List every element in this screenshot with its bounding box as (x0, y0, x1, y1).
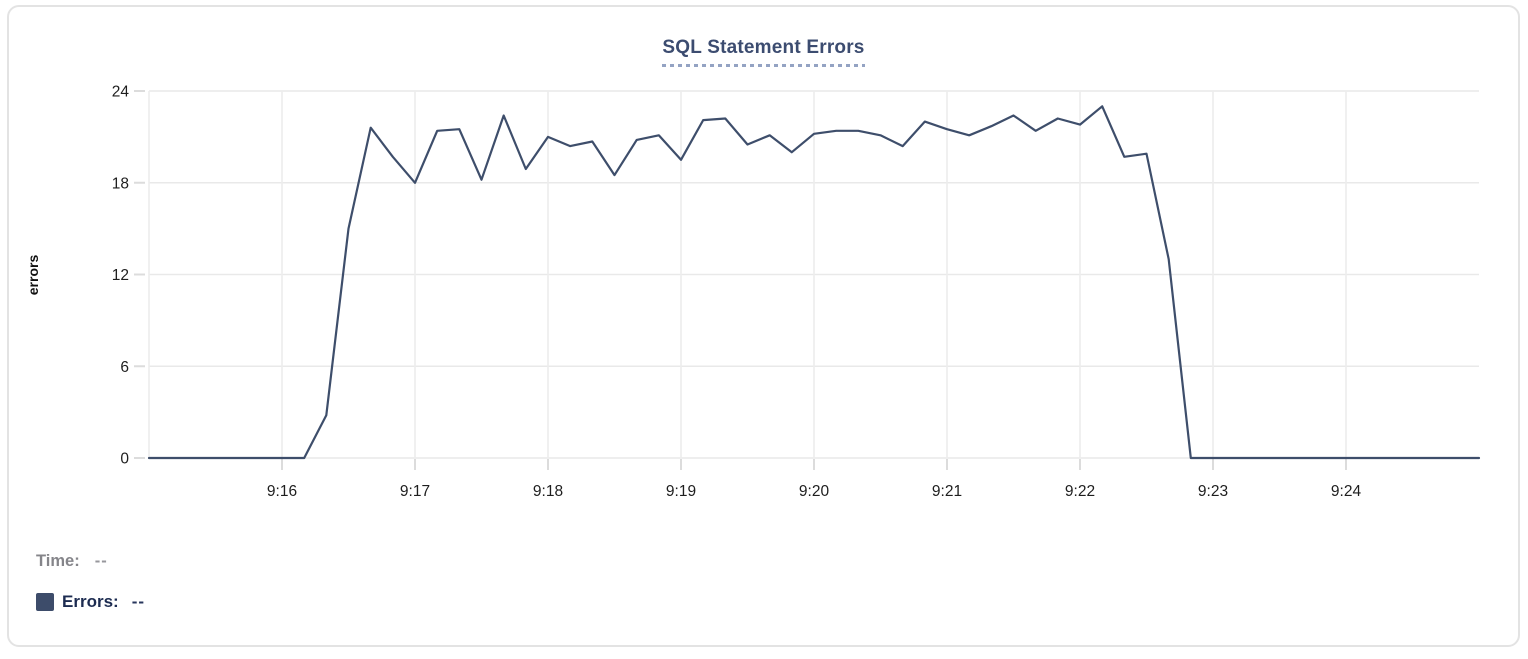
legend-time-value: -- (94, 551, 108, 570)
svg-text:0: 0 (120, 451, 129, 468)
legend-time-row: Time: -- (36, 550, 145, 572)
x-axis-labels: 9:16 9:17 9:18 9:19 9:20 9:21 9:22 9:23 9:24 (267, 483, 1362, 500)
gridlines (148, 90, 1479, 459)
svg-text:9:16: 9:16 (267, 483, 297, 500)
series-line-errors[interactable] (147, 105, 1481, 460)
svg-text:12: 12 (112, 267, 129, 284)
svg-text:18: 18 (112, 175, 129, 192)
chart-title: SQL Statement Errors (9, 37, 1518, 67)
chart-legend: Time: -- Errors: -- (36, 550, 145, 632)
svg-text:9:24: 9:24 (1331, 483, 1362, 500)
axis-ticks (134, 90, 1347, 470)
svg-text:9:21: 9:21 (932, 483, 962, 500)
svg-text:9:20: 9:20 (799, 483, 830, 500)
errors-series-swatch (36, 593, 54, 611)
legend-errors-row: Errors: -- (36, 591, 145, 613)
legend-errors-value: -- (131, 592, 146, 611)
svg-text:9:19: 9:19 (666, 483, 696, 500)
svg-text:9:17: 9:17 (400, 483, 430, 500)
legend-errors-label: Errors: (62, 592, 119, 611)
svg-text:9:22: 9:22 (1065, 483, 1095, 500)
chart-title-text[interactable]: SQL Statement Errors (662, 37, 865, 67)
svg-text:9:18: 9:18 (533, 483, 563, 500)
svg-text:24: 24 (112, 84, 130, 101)
svg-text:9:23: 9:23 (1198, 483, 1228, 500)
chart-card: SQL Statement Errors 9:16 9:17 9:18 9:19 9:2… (7, 5, 1520, 647)
legend-time-label: Time: (36, 551, 80, 570)
errors-line-chart[interactable]: 9:16 9:17 9:18 9:19 9:20 9:21 9:22 9:23 9:24 0 6 12… (9, 7, 1528, 659)
y-axis-labels: 0 6 12 18 24 (112, 84, 130, 468)
svg-text:6: 6 (120, 359, 129, 376)
